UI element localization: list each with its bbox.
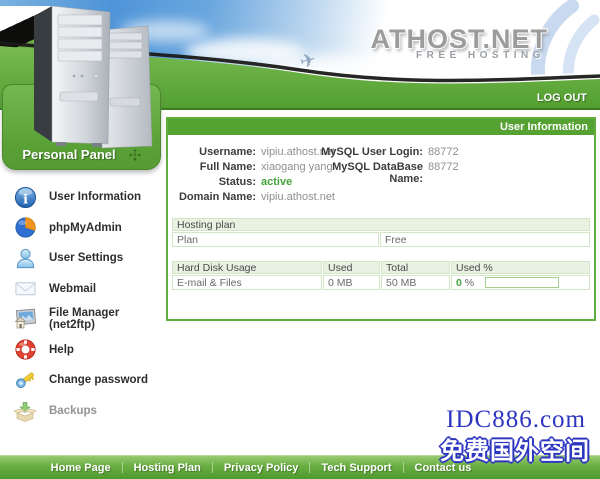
watermark-chinese-text: 免费国外空间 [440, 436, 590, 465]
footer-divider [121, 462, 123, 473]
mysql-login-value: 88772 [428, 146, 459, 158]
sidebar-item-user-information[interactable]: i User Information [13, 182, 163, 213]
sidebar-item-label: Webmail [49, 282, 97, 295]
sidebar-item-label: File Manager (net2ftp) [49, 307, 120, 332]
domain-label: Domain Name: [178, 191, 256, 203]
footer-bar: Home Page Hosting Plan Privacy Policy Te… [0, 455, 600, 479]
disk-usage-header-row: Hard Disk Usage Used Total Used % [172, 261, 590, 274]
user-icon [13, 246, 37, 270]
used-pct-cell: 0 % [451, 275, 590, 290]
sidebar-item-label: Backups [49, 404, 97, 417]
footer-divider [211, 462, 213, 473]
info-row-domain: Domain Name: vipiu.athost.net [172, 191, 335, 203]
watermark-idc886: IDC886.com [446, 406, 586, 433]
disk-usage-name-cell: E-mail & Files [172, 275, 322, 290]
footer-link-privacy-policy[interactable]: Privacy Policy [223, 461, 299, 474]
footer-link-home-page[interactable]: Home Page [50, 461, 111, 474]
tables-area: Hosting plan Plan Free Hard Disk Usage U… [172, 218, 590, 290]
info-row-mysql-login: MySQL User Login: 88772 [319, 146, 459, 158]
sidebar-item-webmail[interactable]: Webmail [13, 274, 163, 305]
sidebar-item-change-password[interactable]: Change password [13, 365, 163, 396]
total-value-cell: 50 MB [381, 275, 450, 290]
sidebar-item-help[interactable]: Help [13, 335, 163, 366]
footer-divider [402, 462, 404, 473]
full-name-value: xiaogang yang [261, 161, 333, 173]
user-info-right-column: MySQL User Login: 88772 MySQL DataBase N… [319, 146, 459, 188]
mysql-db-value: 88772 [428, 161, 459, 173]
open-box-arrow-icon [13, 399, 37, 423]
sidebar-item-backups[interactable]: Backups [13, 396, 163, 427]
move-crosshair-icon[interactable] [128, 148, 141, 161]
lifebuoy-icon [13, 338, 37, 362]
status-label: Status: [218, 176, 256, 188]
used-pct-value: 0 [456, 277, 462, 289]
picture-house-icon [13, 307, 37, 331]
table-row: E-mail & Files 0 MB 50 MB 0 % [172, 275, 590, 290]
info-row-full-name: Full Name: xiaogang yang [172, 161, 335, 173]
plan-label-cell: Plan [172, 232, 379, 247]
domain-value: vipiu.athost.net [261, 191, 335, 203]
sidebar-item-label: Change password [49, 374, 149, 387]
footer-link-tech-support[interactable]: Tech Support [321, 461, 392, 474]
user-information-panel: User Information Username: vipiu.athost.… [166, 117, 596, 321]
sidebar-item-phpmyadmin[interactable]: phpMyAdmin [13, 213, 163, 244]
username-label: Username: [199, 146, 256, 158]
sidebar-item-label: User Information [49, 191, 142, 204]
footer-divider [309, 462, 311, 473]
pie-chart-icon [13, 216, 37, 240]
server-towers-graphic [34, 5, 153, 149]
sidebar-item-label: Help [49, 343, 74, 356]
info-row-mysql-db: MySQL DataBase Name: 88772 [319, 161, 459, 185]
footer-link-hosting-plan[interactable]: Hosting Plan [133, 461, 201, 474]
user-info-left-column: Username: vipiu.athost.net Full Name: xi… [172, 146, 335, 206]
plan-value-cell: Free [380, 232, 590, 247]
section-title-bar: User Information [168, 119, 594, 135]
athost-logo-subtitle: FREE HOSTING [415, 50, 545, 61]
used-pct-header: Used % [451, 261, 590, 274]
info-row-status: Status: active [172, 176, 335, 188]
sidebar-item-label: phpMyAdmin [49, 221, 122, 234]
status-badge: active [261, 176, 293, 188]
username-value: vipiu.athost.net [261, 146, 335, 158]
used-header: Used [323, 261, 380, 274]
sidebar-menu: i User Information phpMyAdmin [13, 182, 163, 426]
info-row-username: Username: vipiu.athost.net [172, 146, 335, 158]
table-row: Plan Free [172, 232, 590, 247]
hosting-plan-header: Hosting plan [172, 218, 590, 231]
personal-panel-title: Personal Panel [22, 147, 116, 162]
usage-progress-bar [485, 277, 560, 288]
mysql-db-label: MySQL DataBase Name: [332, 161, 423, 185]
logout-button[interactable]: LOG OUT [536, 92, 587, 104]
mysql-login-label: MySQL User Login: [321, 146, 423, 158]
disk-usage-header: Hard Disk Usage [172, 261, 322, 274]
pct-unit: % [464, 277, 475, 289]
full-name-label: Full Name: [199, 161, 256, 173]
key-icon [13, 368, 37, 392]
sidebar-item-file-manager[interactable]: File Manager (net2ftp) [13, 304, 163, 335]
svg-text:i: i [22, 191, 27, 207]
sidebar-item-user-settings[interactable]: User Settings [13, 243, 163, 274]
sidebar-item-label: User Settings [49, 252, 124, 265]
athost-logo: ATHOST.NET [370, 24, 548, 54]
info-icon: i [13, 185, 37, 209]
total-header: Total [381, 261, 450, 274]
footer-link-contact-us[interactable]: Contact us [414, 461, 472, 474]
envelope-icon [13, 277, 37, 301]
used-value-cell: 0 MB [323, 275, 380, 290]
header-divider [0, 108, 600, 110]
